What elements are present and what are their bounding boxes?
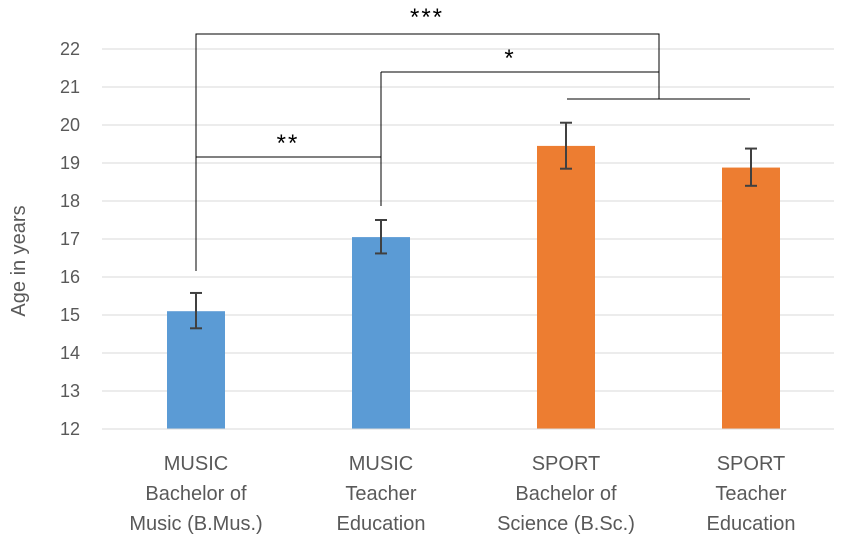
error-bars xyxy=(190,121,757,330)
y-tick-label: 13 xyxy=(60,381,80,401)
bars xyxy=(102,145,834,430)
y-tick-label: 17 xyxy=(60,229,80,249)
x-category-label: SPORT xyxy=(532,453,601,475)
bar xyxy=(352,237,410,429)
x-category-label: Science (B.Sc.) xyxy=(497,513,635,535)
x-category-label: Bachelor of xyxy=(515,483,617,505)
y-tick-label: 19 xyxy=(60,153,80,173)
significance-label: ** xyxy=(277,130,300,157)
bar xyxy=(722,167,780,429)
x-category-label: Music (B.Mus.) xyxy=(129,513,262,535)
y-tick-label: 15 xyxy=(60,305,80,325)
x-category-label: Bachelor of xyxy=(145,483,247,505)
x-category-label: Teacher xyxy=(345,483,416,505)
significance-label: * xyxy=(504,45,515,72)
y-tick-label: 20 xyxy=(60,115,80,135)
x-category-label: SPORT xyxy=(717,453,786,475)
x-category-label: Teacher xyxy=(715,483,786,505)
y-tick-label: 22 xyxy=(60,39,80,59)
significance-label: *** xyxy=(410,4,444,31)
x-category-label: MUSIC xyxy=(164,453,228,475)
x-category-label: MUSIC xyxy=(349,453,413,475)
bar xyxy=(167,311,225,429)
y-axis-label: Age in years xyxy=(8,205,30,316)
y-tick-label: 14 xyxy=(60,343,80,363)
y-tick-label: 12 xyxy=(60,419,80,439)
bar xyxy=(537,145,595,429)
x-category-label: Education xyxy=(707,513,796,535)
y-tick-label: 16 xyxy=(60,267,80,287)
significance-brackets: ****** xyxy=(195,4,750,271)
bracket-triple xyxy=(195,33,660,271)
y-axis-ticks: 12 13 14 15 16 17 18 19 20 21 22 xyxy=(60,39,80,439)
x-category-label: Education xyxy=(337,513,426,535)
x-axis-categories: MUSIC Bachelor of Music (B.Mus.) MUSIC Teach… xyxy=(129,453,795,535)
y-tick-label: 21 xyxy=(60,77,80,97)
y-tick-label: 18 xyxy=(60,191,80,211)
